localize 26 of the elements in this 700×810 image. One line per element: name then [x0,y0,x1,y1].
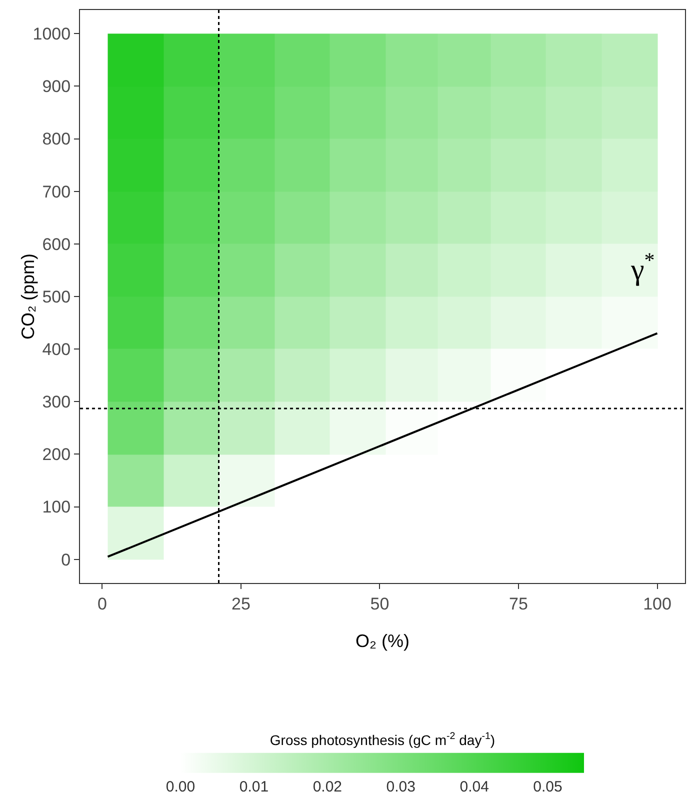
color-bar-title: Gross photosynthesis (gC m$^{-2}$ day$^{-1}$) [270,731,496,748]
color-bar-label: 0.03 [386,778,416,796]
color-bar-label: 0.02 [312,778,342,796]
color-bar-label: 0.00 [166,778,196,796]
y-tick-label: 600 [42,234,71,254]
y-tick-label: 900 [42,77,71,96]
y-tick-label: 500 [42,287,71,306]
x-tick-label: 50 [370,594,390,614]
y-tick-label: 700 [42,182,71,202]
color-bar-label: 0.01 [239,778,269,796]
y-tick-label: 0 [61,550,71,570]
color-bar-label: 0.05 [533,778,562,796]
y-tick-label: 200 [42,445,71,464]
color-bar-label: 0.04 [460,778,489,796]
x-tick-label: 75 [509,594,528,614]
y-tick-label: 800 [42,130,71,149]
y-tick-label: 300 [42,392,71,412]
x-axis-title: O₂ (%) [356,631,410,651]
x-tick-label: 100 [643,594,672,614]
y-tick-label: 400 [42,340,71,360]
x-tick-label: 25 [232,594,250,614]
y-axis-title: CO₂ (ppm) [18,254,38,340]
y-tick-label: 1000 [32,24,71,44]
y-tick-label: 100 [42,498,71,517]
annotation: γ$^{*}$ [630,248,655,287]
x-tick-label: 0 [97,594,107,614]
